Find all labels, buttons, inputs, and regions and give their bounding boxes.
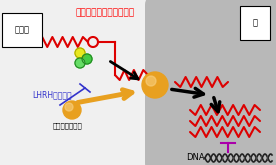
Circle shape bbox=[142, 72, 168, 98]
Circle shape bbox=[65, 103, 73, 111]
Circle shape bbox=[75, 48, 85, 58]
Text: DNA: DNA bbox=[186, 153, 204, 162]
Text: テストステロン: テストステロン bbox=[53, 122, 83, 129]
Text: 変異アンドロゲン受容体: 変異アンドロゲン受容体 bbox=[75, 8, 135, 17]
Text: 核: 核 bbox=[253, 18, 258, 27]
Circle shape bbox=[63, 101, 81, 119]
Text: 細胞質: 細胞質 bbox=[15, 25, 30, 34]
FancyBboxPatch shape bbox=[145, 0, 276, 165]
Circle shape bbox=[146, 76, 156, 86]
Circle shape bbox=[75, 58, 85, 68]
Text: LHRHアナログ: LHRHアナログ bbox=[32, 90, 72, 99]
Bar bbox=[0, 0, 185, 165]
Circle shape bbox=[82, 54, 92, 64]
